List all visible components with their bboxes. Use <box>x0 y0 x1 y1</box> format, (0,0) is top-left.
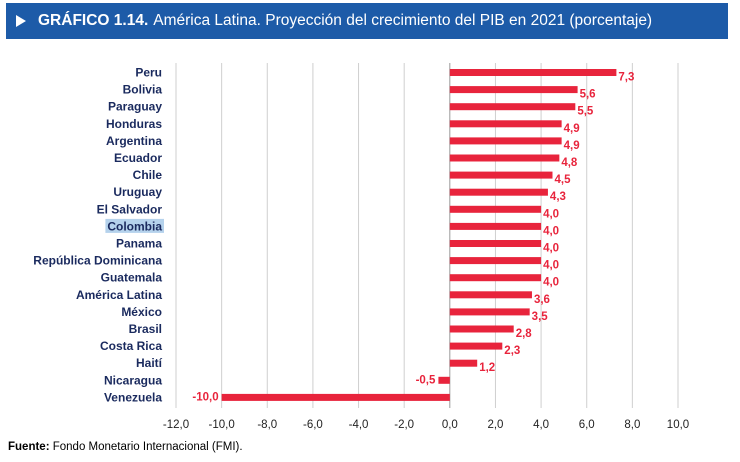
value-label: 2,3 <box>504 345 520 357</box>
value-label: 5,6 <box>580 89 596 101</box>
category-label: Costa Rica <box>100 339 162 353</box>
category-label: Peru <box>135 66 162 80</box>
source-note: Fuente: Fondo Monetario Internacional (F… <box>8 441 243 453</box>
category-label: Brasil <box>129 322 162 336</box>
value-label: 4,0 <box>543 243 559 255</box>
value-label: 4,0 <box>543 277 559 289</box>
value-label: 4,0 <box>543 260 559 272</box>
bar <box>449 308 530 316</box>
value-label: -10,0 <box>192 391 218 403</box>
source-text: Fondo Monetario Internacional (FMI). <box>52 441 243 453</box>
x-tick-label: 6,0 <box>579 419 595 431</box>
value-label: 1,2 <box>479 362 495 374</box>
bar <box>449 342 503 350</box>
chart-title-bar: GRÁFICO 1.14. América Latina. Proyección… <box>6 3 728 39</box>
category-label: Nicaragua <box>104 373 162 387</box>
source-label: Fuente: <box>8 441 50 453</box>
play-arrow-icon <box>16 15 26 27</box>
category-label: Honduras <box>106 117 162 131</box>
bar <box>449 291 532 299</box>
value-label: 2,8 <box>516 328 533 340</box>
value-label: 4,9 <box>564 140 580 152</box>
value-label: 3,6 <box>534 294 550 306</box>
bar <box>449 222 542 230</box>
bar <box>438 376 450 384</box>
category-label: Guatemala <box>101 271 163 285</box>
bar <box>449 325 514 333</box>
value-label: 5,5 <box>577 106 594 118</box>
category-label: Haití <box>136 356 163 370</box>
value-label: 4,5 <box>555 174 572 186</box>
bar <box>449 171 553 179</box>
category-label: Paraguay <box>108 100 162 114</box>
category-label: Argentina <box>106 134 162 148</box>
x-tick-label: -12,0 <box>163 419 189 431</box>
x-tick-label: -4,0 <box>349 419 369 431</box>
category-label: República Dominicana <box>33 254 162 268</box>
category-label: Chile <box>133 168 163 182</box>
value-label: 4,8 <box>561 157 578 169</box>
x-tick-label: 0,0 <box>442 419 458 431</box>
x-tick-label: -10,0 <box>209 419 235 431</box>
bar <box>449 257 542 265</box>
chart-number: GRÁFICO 1.14. <box>38 12 149 29</box>
value-label: -0,5 <box>416 374 436 386</box>
category-label: Ecuador <box>114 151 162 165</box>
bar <box>449 120 562 128</box>
x-tick-label: 8,0 <box>624 419 640 431</box>
bar <box>449 359 478 367</box>
category-label: Venezuela <box>104 390 162 404</box>
x-tick-label: 10,0 <box>667 419 689 431</box>
category-label: Uruguay <box>113 185 162 199</box>
value-label: 4,0 <box>543 208 559 220</box>
category-label: Panama <box>116 237 162 251</box>
bar <box>449 86 578 94</box>
bar <box>449 103 576 111</box>
x-tick-label: -8,0 <box>257 419 277 431</box>
value-label: 4,3 <box>550 191 566 203</box>
value-label: 7,3 <box>618 72 634 84</box>
x-tick-label: 4,0 <box>533 419 549 431</box>
x-tick-label: 2,0 <box>487 419 503 431</box>
value-label: 4,0 <box>543 225 559 237</box>
value-label: 3,5 <box>532 311 549 323</box>
category-label: Bolivia <box>123 83 163 97</box>
category-label: América Latina <box>76 288 162 302</box>
x-tick-label: -2,0 <box>394 419 414 431</box>
bar <box>221 393 450 401</box>
bar <box>449 69 617 76</box>
bar <box>449 274 542 282</box>
bar <box>449 240 542 247</box>
category-label: Colombia <box>107 219 162 233</box>
value-label: 4,9 <box>564 123 580 135</box>
bar <box>449 137 562 145</box>
chart-title: América Latina. Proyección del crecimien… <box>153 12 653 29</box>
bar <box>449 154 560 162</box>
bar <box>449 188 548 196</box>
category-highlight <box>105 218 164 233</box>
bar <box>449 205 542 213</box>
x-tick-label: -6,0 <box>303 419 323 431</box>
category-label: México <box>121 305 162 319</box>
category-label: El Salvador <box>97 202 163 216</box>
